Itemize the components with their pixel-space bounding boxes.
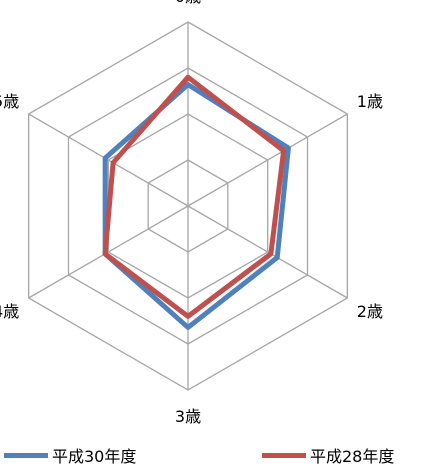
grid-spoke [28,205,189,299]
radar-series [102,74,291,330]
radar-chart: 0歳 1歳 2歳 3歳 4歳 5歳 [0,0,383,426]
radar-category-labels: 0歳 1歳 2歳 3歳 4歳 5歳 [0,0,383,426]
series-line-1 [102,82,291,330]
category-label: 0歳 [175,0,201,6]
grid-spoke [28,113,189,207]
series-line-2 [102,74,287,319]
legend-item-series-1: 平成30年度 [4,443,136,467]
legend-swatch [4,452,48,458]
legend-item-series-2: 平成28年度 [262,443,394,467]
legend-swatch [262,452,306,458]
radar-grid [28,21,348,391]
grid-spoke [187,113,348,207]
category-label: 4歳 [0,302,19,321]
category-label: 5歳 [0,92,19,111]
legend-label: 平成30年度 [52,447,137,466]
category-label: 1歳 [357,92,383,111]
category-label: 2歳 [357,302,383,321]
legend-label: 平成28年度 [310,447,395,466]
category-label: 3歳 [175,407,201,426]
grid-spoke [187,205,348,299]
